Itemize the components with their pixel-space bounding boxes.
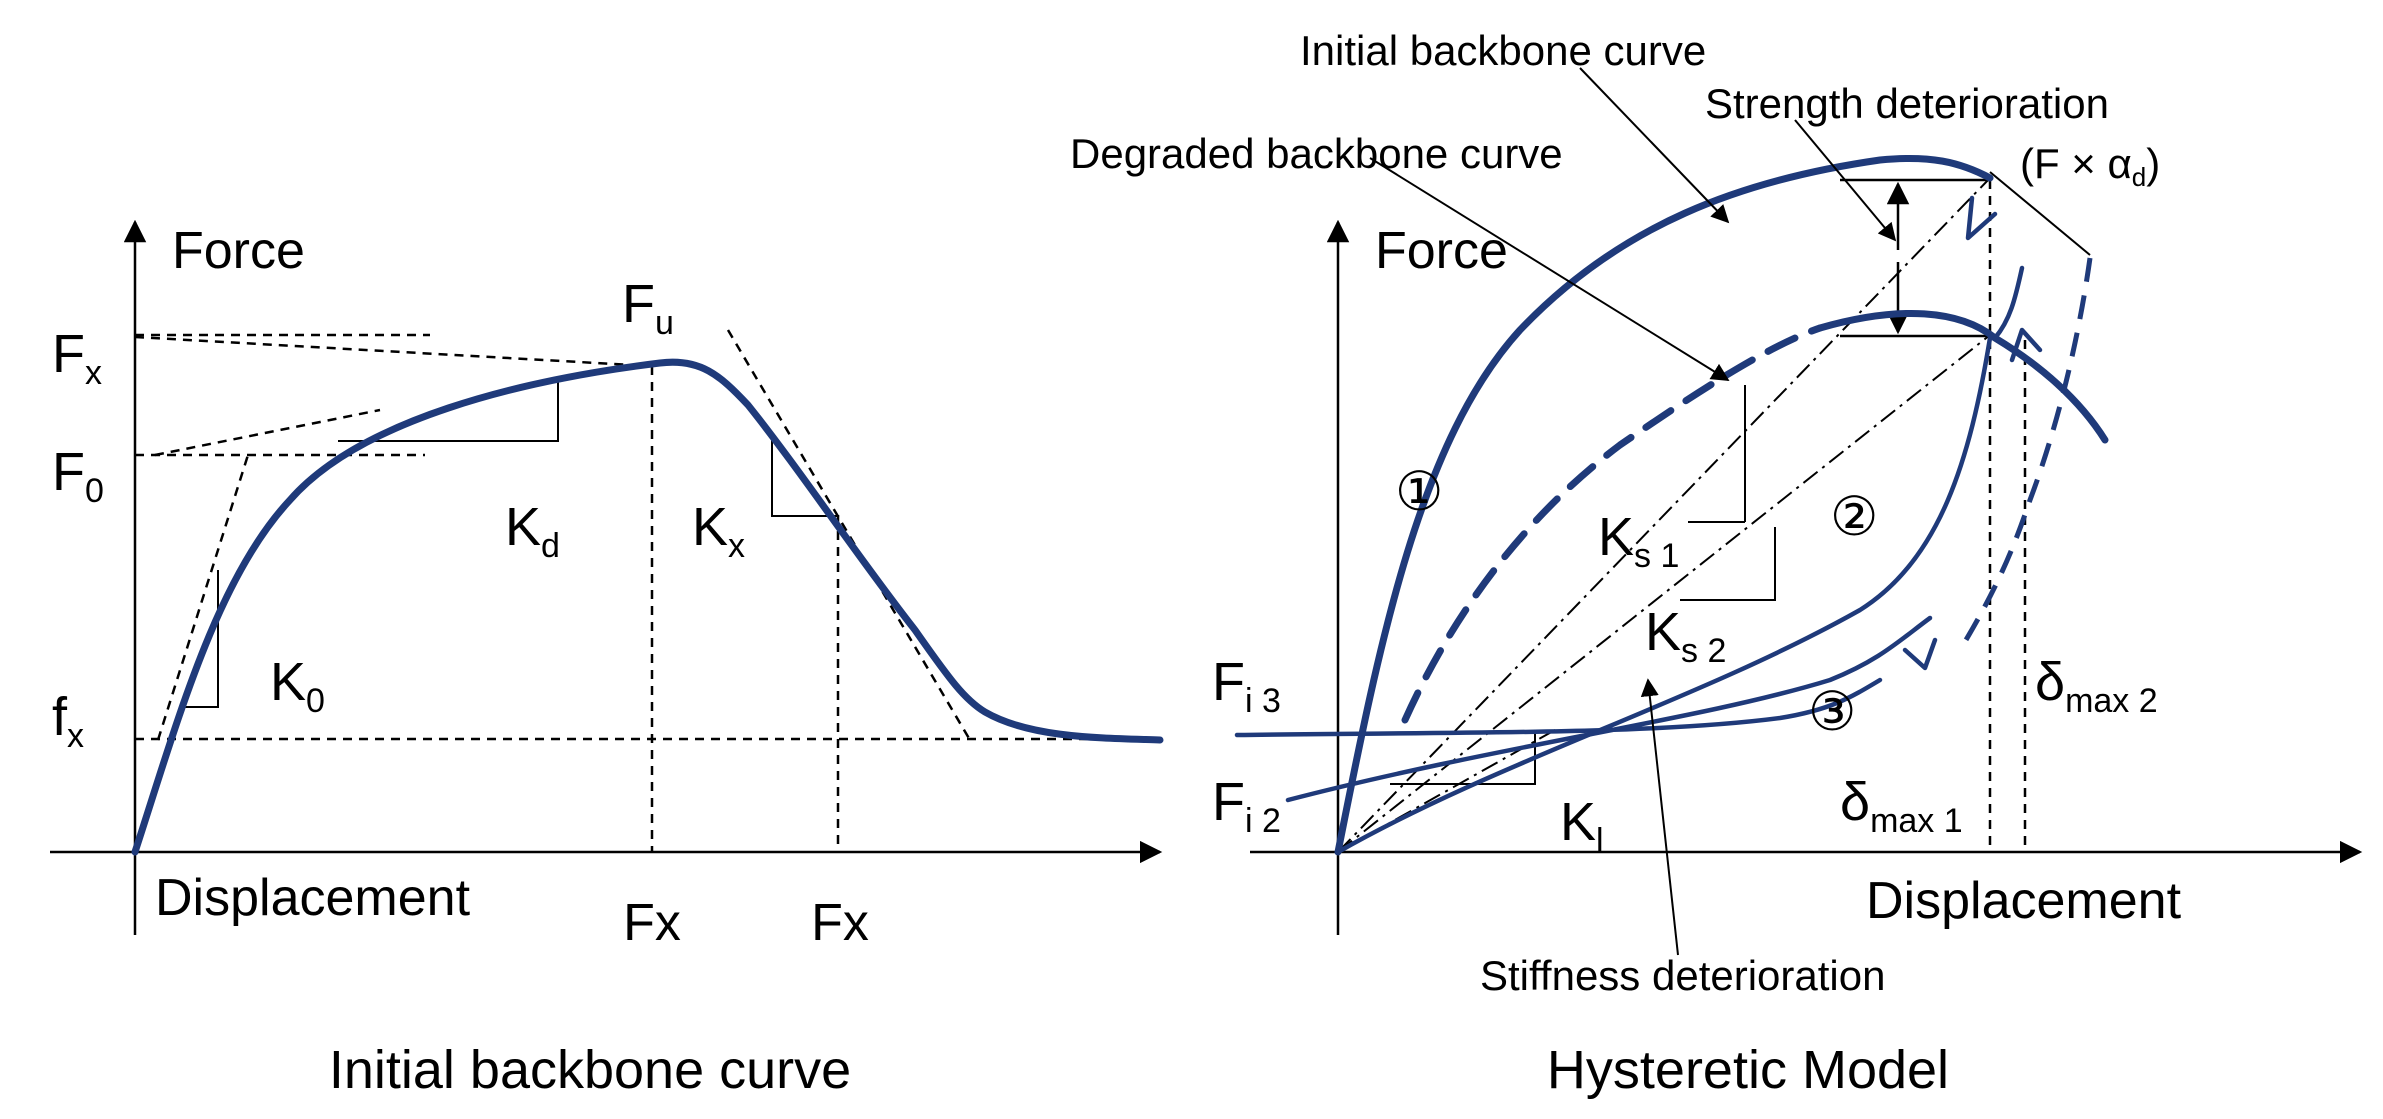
stiffness-deterioration-label: Stiffness deterioration [1480, 952, 1885, 999]
annotation-leaders [1369, 67, 2091, 956]
initial-backbone-label: Initial backbone curve [1300, 27, 1706, 74]
loop-2-marker: ② [1830, 485, 1878, 548]
label-K0: K0 [270, 652, 325, 720]
left-tick-label-1: Fx [623, 894, 681, 952]
label-F0: F0 [52, 442, 104, 510]
right-y-axis-label: Force [1375, 222, 1508, 280]
label-dmax1: δmax 1 [1840, 772, 1963, 840]
label-Ks1: Ks 1 [1598, 507, 1679, 575]
left-panel: Force Displacement Initial backbone curv… [50, 219, 1164, 1100]
right-x-axis-label: Displacement [1866, 872, 2182, 930]
loop-2-upper [1335, 335, 1993, 855]
right-panel: Force Displacement Hysteretic Model Init… [1070, 27, 2363, 1100]
unloading-dashed [1957, 257, 2093, 652]
degraded-backbone-dashed [1401, 324, 1824, 724]
label-fx: fx [52, 687, 84, 755]
loop-3-marker: ③ [1808, 680, 1856, 743]
label-Ks2: Ks 2 [1645, 602, 1726, 670]
label-Fu: Fu [622, 274, 674, 342]
label-Kx: Kx [692, 497, 745, 565]
left-tick-label-2: Fx [811, 894, 869, 952]
right-slope-triangles [1390, 385, 1776, 785]
label-Kl: Kl [1560, 792, 1604, 860]
label-Kd: Kd [505, 497, 560, 565]
loop-1-marker: ① [1395, 460, 1443, 523]
initial-backbone-curve [1334, 154, 1994, 856]
label-Fi2: Fi 2 [1212, 772, 1281, 840]
loop-2-lower [1285, 615, 1933, 803]
degraded-backbone-curve [1816, 309, 2109, 444]
right-caption: Hysteretic Model [1547, 1040, 1949, 1100]
left-guide-lines [134, 329, 1160, 852]
strength-deterioration-bars [1840, 178, 1990, 338]
left-y-axis-label: Force [172, 222, 305, 280]
degraded-backbone-label: Degraded backbone curve [1070, 130, 1563, 177]
left-backbone-curve [131, 358, 1164, 856]
loop-3-curve [1234, 677, 1883, 738]
left-x-axis-label: Displacement [155, 869, 471, 927]
loop-1-curve [1992, 265, 2025, 341]
label-dmax2: δmax 2 [2035, 652, 2158, 720]
loop-arrows [1902, 195, 2043, 671]
label-Fi3: Fi 3 [1212, 652, 1281, 720]
strength-formula: (F × αd) [2020, 140, 2160, 192]
strength-deterioration-label: Strength deterioration [1705, 80, 2109, 127]
label-Fx: Fx [52, 324, 102, 392]
left-caption: Initial backbone curve [329, 1040, 851, 1100]
